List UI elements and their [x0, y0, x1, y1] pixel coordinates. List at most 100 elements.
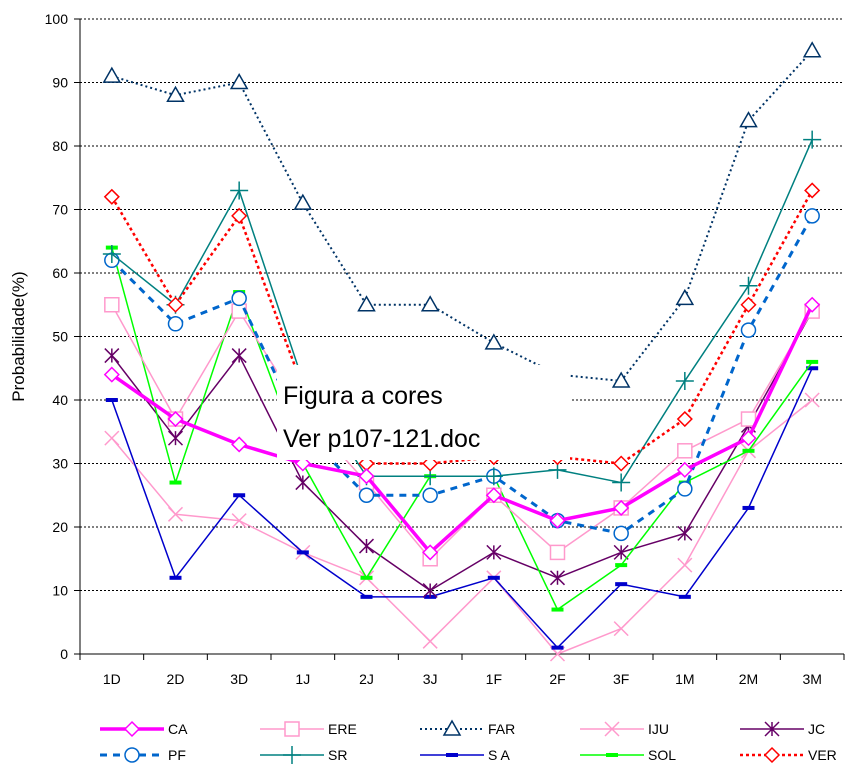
x-tick-label-1F: 1F	[486, 671, 502, 687]
series-line-ca	[110, 303, 814, 555]
point-sr-2M	[739, 276, 758, 295]
point-jc-1F	[486, 544, 502, 560]
legend-label-s-a: S A	[488, 747, 510, 763]
point-s-a-1J	[296, 550, 309, 555]
legend-item-sol: SOL	[580, 747, 676, 763]
y-tick-label-70: 70	[52, 202, 68, 218]
x-tick-label-3F: 3F	[613, 671, 629, 687]
point-pf-3J	[422, 487, 438, 503]
legend-label-ere: ERE	[328, 721, 357, 737]
point-sol-3F	[615, 563, 628, 568]
legend-item-sr: SR	[260, 746, 347, 764]
point-s-a-2D	[169, 575, 182, 580]
y-tick-label-90: 90	[52, 75, 68, 91]
point-ca-1D	[103, 366, 120, 383]
point-far-1J	[293, 193, 313, 210]
point-iju-3M	[804, 392, 820, 408]
point-ca-2J	[358, 468, 375, 485]
point-s-a-1D	[105, 398, 118, 402]
x-tick-label-3J: 3J	[423, 671, 438, 687]
annotation-background	[277, 365, 570, 460]
legend-label-ver: VER	[808, 747, 837, 763]
point-ere-2M	[740, 411, 757, 427]
legend-label-jc: JC	[808, 721, 825, 737]
point-jc-3F	[613, 544, 629, 560]
legend-item-iju: IJU	[580, 721, 669, 737]
legend-marker-jc	[764, 721, 780, 737]
y-tick-label-0: 0	[60, 646, 68, 662]
point-jc-2D	[167, 430, 184, 446]
legend-label-pf: PF	[168, 747, 186, 763]
series-line-pf	[110, 215, 814, 535]
point-far-1M	[675, 288, 695, 306]
series-line-s-a	[111, 367, 813, 649]
y-tick-label-100: 100	[45, 11, 69, 27]
legend-item-jc: JC	[740, 721, 825, 737]
series-line-sr	[111, 139, 813, 484]
series-iju	[104, 392, 820, 662]
legend-marker-ere	[284, 721, 300, 737]
point-far-3F	[611, 371, 631, 388]
point-iju-2D	[167, 506, 184, 522]
point-far-2J	[357, 295, 376, 312]
point-jc-1D	[104, 348, 120, 364]
point-s-a-3D	[233, 493, 246, 498]
point-sr-3D	[230, 181, 249, 200]
legend-marker-ca	[123, 720, 141, 738]
series-line-ver	[110, 189, 814, 465]
point-iju-3F	[613, 621, 629, 637]
point-jc-2F	[549, 570, 566, 586]
y-tick-label-20: 20	[52, 519, 68, 535]
series-far	[102, 41, 822, 388]
gridlines	[80, 18, 844, 591]
point-far-3D	[229, 72, 249, 90]
point-ere-1M	[677, 443, 693, 459]
point-ver-3F	[613, 455, 630, 472]
series-line-ere	[111, 304, 813, 560]
point-s-a-1F	[487, 575, 500, 580]
point-ca-3D	[231, 436, 248, 453]
point-far-3M	[802, 41, 822, 58]
point-sr-3M	[803, 130, 822, 149]
point-far-2M	[739, 111, 758, 128]
point-ca-1M	[676, 461, 693, 478]
point-ca-2M	[740, 430, 757, 447]
annotation-box: Figura a cores Ver p107-121.doc	[277, 365, 570, 460]
point-sol-2D	[169, 480, 182, 485]
x-tick-label-3M: 3M	[802, 671, 821, 687]
legend-marker-ver	[763, 746, 781, 764]
legend-label-iju: IJU	[648, 721, 669, 737]
point-sr-1D	[102, 244, 121, 263]
point-pf-3D	[231, 290, 247, 307]
legend-item-pf: PF	[100, 747, 186, 763]
legend-marker-pf	[124, 747, 140, 763]
x-tick-label-2M: 2M	[739, 671, 758, 687]
point-ver-2D	[167, 296, 184, 313]
point-jc-3D	[231, 348, 247, 364]
point-sol-2F	[551, 607, 564, 612]
series-line-jc	[111, 310, 813, 592]
axes	[79, 19, 844, 655]
legend-item-far: FAR	[420, 719, 515, 737]
point-far-1D	[102, 66, 122, 83]
point-ca-2F	[549, 512, 566, 529]
point-ca-3J	[422, 544, 439, 561]
y-axis-label: Probabilidade(%)	[9, 271, 28, 401]
point-sol-3M	[806, 359, 819, 364]
annotation-line-1: Figura a cores	[283, 382, 443, 410]
point-s-a-1M	[678, 594, 691, 599]
point-jc-1M	[677, 525, 693, 541]
legend-label-sol: SOL	[648, 747, 676, 763]
point-ver-1M	[676, 410, 693, 428]
point-jc-1J	[295, 475, 311, 491]
x-tick-label-1M: 1M	[675, 671, 694, 687]
point-sol-2M	[742, 448, 755, 453]
point-far-3J	[420, 295, 440, 312]
y-tick-label-40: 40	[52, 392, 68, 408]
x-tick-label-2J: 2J	[359, 671, 374, 687]
point-pf-3F	[613, 525, 629, 542]
legend-item-ver: VER	[740, 746, 837, 764]
legend-marker-s-a	[446, 753, 458, 757]
legend: CA ERE FAR IJU JC PF SR S A SOL VER	[100, 719, 837, 764]
